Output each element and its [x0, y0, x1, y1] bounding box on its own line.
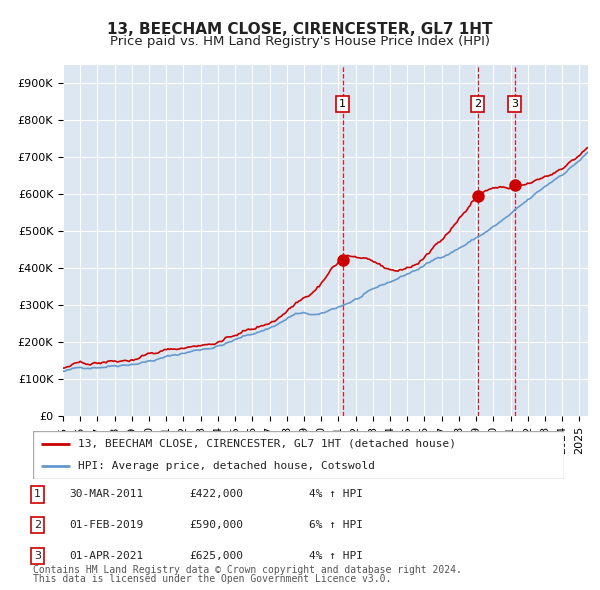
Text: 6% ↑ HPI: 6% ↑ HPI — [309, 520, 363, 530]
Text: 4% ↑ HPI: 4% ↑ HPI — [309, 490, 363, 499]
Text: 30-MAR-2011: 30-MAR-2011 — [69, 490, 143, 499]
Text: £625,000: £625,000 — [189, 551, 243, 560]
Text: 13, BEECHAM CLOSE, CIRENCESTER, GL7 1HT (detached house): 13, BEECHAM CLOSE, CIRENCESTER, GL7 1HT … — [78, 439, 456, 449]
Text: Contains HM Land Registry data © Crown copyright and database right 2024.: Contains HM Land Registry data © Crown c… — [33, 565, 462, 575]
Text: 1: 1 — [34, 490, 41, 499]
Text: 2: 2 — [34, 520, 41, 530]
Text: 4% ↑ HPI: 4% ↑ HPI — [309, 551, 363, 560]
Text: HPI: Average price, detached house, Cotswold: HPI: Average price, detached house, Cots… — [78, 461, 375, 471]
Text: 3: 3 — [34, 551, 41, 560]
Text: £590,000: £590,000 — [189, 520, 243, 530]
Text: 01-APR-2021: 01-APR-2021 — [69, 551, 143, 560]
Text: This data is licensed under the Open Government Licence v3.0.: This data is licensed under the Open Gov… — [33, 574, 391, 584]
Text: 01-FEB-2019: 01-FEB-2019 — [69, 520, 143, 530]
Text: 13, BEECHAM CLOSE, CIRENCESTER, GL7 1HT: 13, BEECHAM CLOSE, CIRENCESTER, GL7 1HT — [107, 22, 493, 37]
Text: 3: 3 — [511, 99, 518, 109]
Text: 1: 1 — [339, 99, 346, 109]
Text: 2: 2 — [474, 99, 481, 109]
Text: Price paid vs. HM Land Registry's House Price Index (HPI): Price paid vs. HM Land Registry's House … — [110, 35, 490, 48]
FancyBboxPatch shape — [33, 431, 564, 479]
Text: £422,000: £422,000 — [189, 490, 243, 499]
